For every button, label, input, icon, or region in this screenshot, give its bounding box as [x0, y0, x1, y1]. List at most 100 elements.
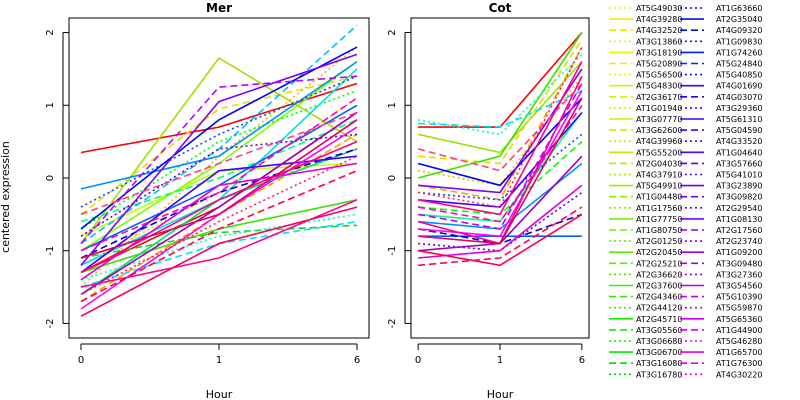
legend-label: AT2G44120	[636, 304, 682, 313]
series-line	[417, 61, 583, 216]
legend-label: AT1G09200	[716, 248, 762, 257]
legend-label: AT3G57660	[716, 159, 762, 168]
series-line	[80, 75, 358, 245]
axis-layer: -2 -1 0 1 2 0 1 6	[45, 17, 370, 366]
y-tick-label: 2	[45, 29, 56, 35]
legend-label: AT4G09320	[716, 26, 762, 35]
series-line	[80, 56, 358, 244]
x-tick-label: 0	[78, 355, 84, 366]
y-tick-label: -2	[45, 318, 56, 328]
legend-label: AT4G39960	[636, 137, 682, 146]
legend-label: AT1G04480	[636, 193, 682, 202]
legend-label: AT5G04590	[716, 126, 762, 135]
legend-label: AT4G37910	[636, 171, 682, 180]
legend-label: AT3G18190	[636, 48, 682, 57]
legend-label: AT5G20890	[636, 60, 682, 69]
legend-label: AT4G30220	[716, 370, 762, 379]
series-layer	[80, 24, 358, 317]
legend-label: AT2G45710	[636, 315, 682, 324]
series-line	[80, 82, 358, 154]
series-line	[80, 53, 358, 266]
series-line	[80, 111, 358, 216]
legend-label: AT2G20450	[636, 248, 682, 257]
x-tick-label: 0	[415, 355, 421, 366]
legend-label: AT5G56500	[636, 71, 682, 80]
legend-label: AT2G35040	[716, 15, 762, 24]
series-line	[417, 97, 583, 187]
legend-label: AT3G06700	[636, 348, 682, 357]
legend-label: AT2G37600	[636, 282, 682, 291]
series-line	[418, 90, 583, 238]
series-line	[417, 82, 583, 172]
legend-label: AT3G09820	[716, 193, 762, 202]
legend-label: AT2G17560	[716, 226, 762, 235]
legend-label: AT1G08130	[716, 215, 762, 224]
x-tick-label: 6	[354, 355, 360, 366]
legend-label: AT5G59870	[716, 304, 762, 313]
legend-label: AT1G76300	[716, 359, 762, 368]
series-line	[80, 89, 358, 230]
series-layer	[417, 31, 583, 267]
x-tick-label: 1	[497, 355, 503, 366]
legend-label: AT1G74260	[716, 48, 762, 57]
series-line	[417, 46, 583, 201]
legend-label: AT5G24840	[716, 60, 762, 69]
series-line	[418, 39, 583, 165]
series-line	[418, 31, 583, 128]
y-tick-label: 0	[387, 175, 398, 181]
legend-label: AT4G33520	[716, 137, 762, 146]
legend-label: AT2G04030	[636, 159, 682, 168]
x-axis-label: Hour	[206, 388, 233, 400]
legend-label: AT3G29360	[716, 104, 762, 113]
x-tick-label: 1	[216, 355, 222, 366]
legend-label: AT5G65360	[716, 315, 762, 324]
legend-label: AT2G29540	[716, 204, 762, 213]
legend-label: AT1G09830	[716, 37, 762, 46]
legend-label: AT2G36170	[636, 93, 682, 102]
series-line	[80, 75, 358, 216]
legend-label: AT2G23740	[716, 237, 762, 246]
legend-label: AT2G43460	[636, 293, 682, 302]
legend-label: AT3G06680	[636, 337, 682, 346]
series-line	[80, 148, 358, 259]
y-tick-label: -1	[387, 246, 398, 256]
series-line	[80, 97, 358, 267]
series-line	[80, 68, 358, 267]
series-line	[80, 155, 358, 296]
series-line	[418, 97, 583, 245]
y-axis-label: centered expression	[0, 141, 12, 253]
legend-label: AT1G80750	[636, 226, 682, 235]
y-tick-label: 1	[387, 102, 398, 108]
series-line	[417, 104, 583, 223]
series-line	[418, 68, 583, 194]
legend-label: AT4G32520	[636, 26, 682, 35]
series-line	[417, 61, 583, 154]
legend-label: AT5G61310	[716, 115, 762, 124]
legend-label: AT3G13860	[636, 37, 682, 46]
legend-label: AT3G16080	[636, 359, 682, 368]
legend-label: AT1G17560	[636, 204, 682, 213]
y-tick-label: 2	[387, 29, 398, 35]
legend-label: AT3G16780	[636, 370, 682, 379]
legend: AT5G49030 AT4G39280 AT4G32520 AT3G13860 AT3G…	[609, 4, 762, 379]
series-line	[80, 133, 358, 237]
series-line	[418, 206, 583, 267]
legend-label: AT5G40850	[716, 71, 762, 80]
legend-label: AT5G49910	[636, 182, 682, 191]
panel-mer: Mer centered expression Hour -2 -1 0 1 2 0 1 6	[0, 1, 370, 400]
panel-title: Mer	[206, 1, 232, 15]
legend-label: AT3G05560	[636, 326, 682, 335]
series-line	[80, 224, 358, 259]
legend-label: AT5G49030	[636, 4, 682, 13]
legend-label: AT3G54560	[716, 282, 762, 291]
legend-label: AT1G44900	[716, 326, 762, 335]
legend-label: AT4G01690	[716, 82, 762, 91]
y-tick-label: -2	[387, 318, 398, 328]
legend-label: AT5G41010	[716, 171, 762, 180]
panel-title: Cot	[489, 1, 512, 15]
legend-label: AT4G39280	[636, 15, 682, 24]
series-line	[80, 199, 358, 274]
x-axis-label: Hour	[487, 388, 514, 400]
legend-label: AT5G55200	[636, 148, 682, 157]
